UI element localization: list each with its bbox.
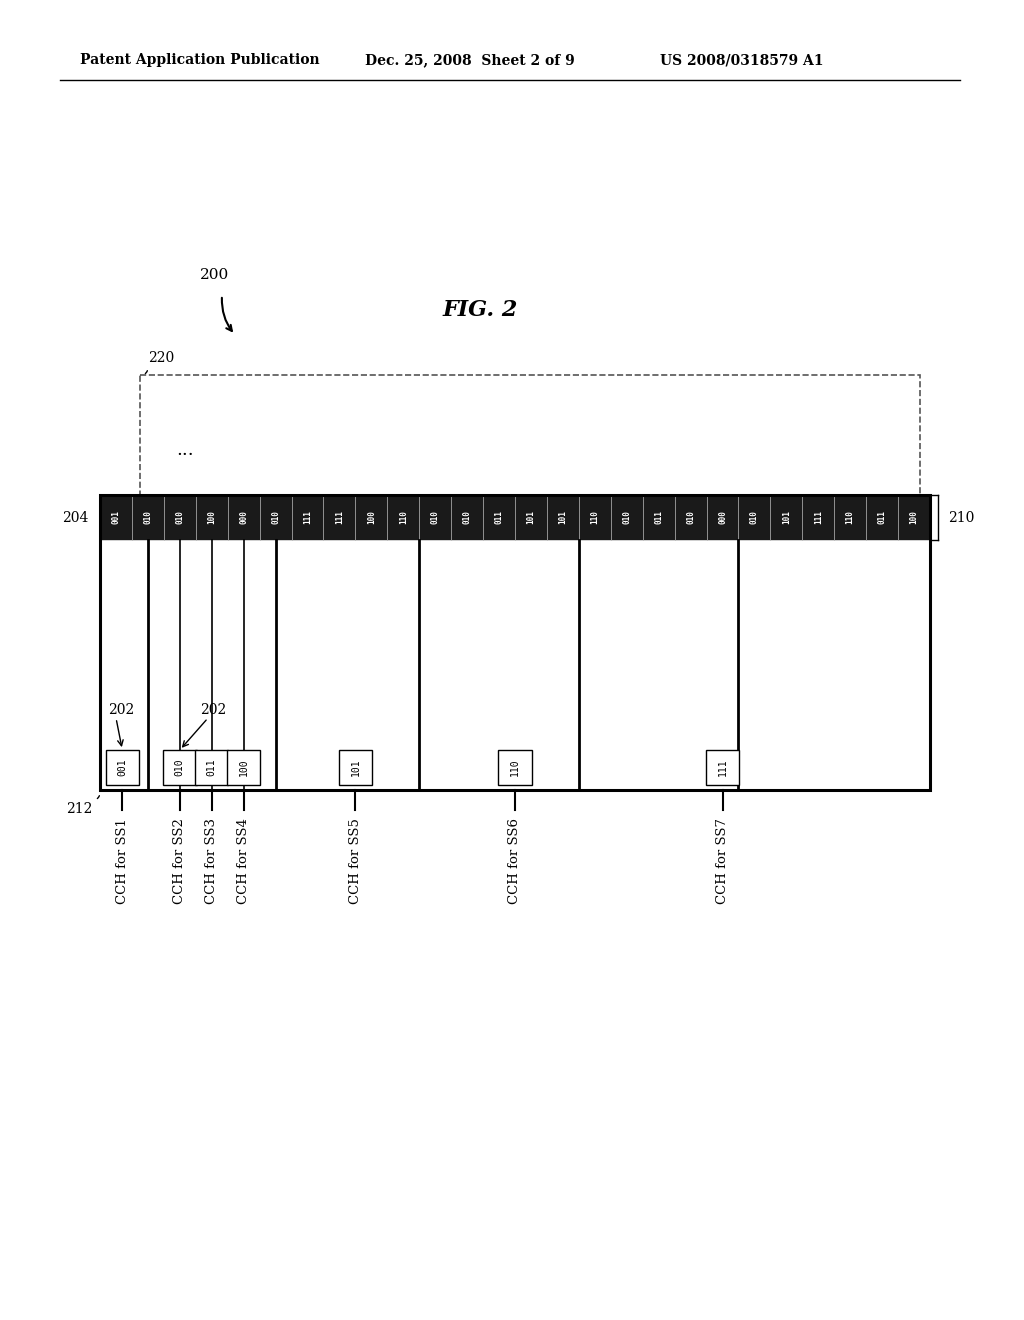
Text: 111: 111 — [303, 511, 312, 524]
Bar — [163, 750, 197, 785]
Bar — [452, 495, 483, 540]
Text: 000: 000 — [240, 511, 248, 524]
Text: 010: 010 — [463, 511, 472, 524]
Text: 200: 200 — [201, 268, 229, 282]
Bar — [643, 495, 675, 540]
Bar — [227, 750, 260, 785]
Bar — [339, 750, 372, 785]
Text: 000: 000 — [718, 511, 727, 524]
Text: 101: 101 — [350, 759, 360, 776]
Bar — [100, 495, 132, 540]
Bar — [387, 495, 419, 540]
Text: CCH for SS7: CCH for SS7 — [716, 818, 729, 904]
Text: 210: 210 — [948, 511, 975, 524]
Bar — [196, 495, 227, 540]
Text: ...: ... — [176, 441, 194, 459]
Text: 011: 011 — [495, 511, 504, 524]
Bar — [324, 495, 355, 540]
Bar — [195, 750, 228, 785]
Text: 010: 010 — [431, 511, 439, 524]
Text: 011: 011 — [207, 759, 217, 776]
Text: 011: 011 — [654, 511, 664, 524]
Bar — [355, 495, 387, 540]
Bar — [419, 495, 452, 540]
Bar — [105, 750, 139, 785]
Text: 204: 204 — [61, 511, 88, 524]
Text: 110: 110 — [398, 511, 408, 524]
Bar — [706, 750, 739, 785]
Text: FIG. 2: FIG. 2 — [442, 300, 518, 321]
Text: CCH for SS6: CCH for SS6 — [509, 818, 521, 904]
Bar — [132, 495, 164, 540]
Bar — [579, 495, 610, 540]
Bar — [140, 375, 920, 495]
Text: 100: 100 — [909, 511, 919, 524]
Bar — [292, 495, 324, 540]
Text: 010: 010 — [686, 511, 695, 524]
Text: 202: 202 — [200, 704, 226, 717]
Bar — [515, 495, 547, 540]
Text: 011: 011 — [878, 511, 887, 524]
Text: CCH for SS5: CCH for SS5 — [349, 818, 361, 904]
Bar — [100, 495, 930, 789]
Text: 010: 010 — [271, 511, 281, 524]
Text: 100: 100 — [207, 511, 216, 524]
Text: 010: 010 — [175, 759, 184, 776]
Bar — [866, 495, 898, 540]
Text: 110: 110 — [590, 511, 599, 524]
Bar — [100, 495, 930, 540]
Text: CCH for SS3: CCH for SS3 — [205, 818, 218, 904]
Bar — [898, 495, 930, 540]
Bar — [803, 495, 835, 540]
Text: CCH for SS1: CCH for SS1 — [116, 818, 129, 904]
Text: 220: 220 — [148, 351, 174, 366]
Bar — [547, 495, 579, 540]
Bar — [227, 495, 260, 540]
Bar — [835, 495, 866, 540]
Text: US 2008/0318579 A1: US 2008/0318579 A1 — [660, 53, 823, 67]
Text: 101: 101 — [526, 511, 536, 524]
Bar — [707, 495, 738, 540]
Text: 010: 010 — [623, 511, 631, 524]
Text: 010: 010 — [175, 511, 184, 524]
Text: 101: 101 — [782, 511, 791, 524]
Bar — [164, 495, 196, 540]
Bar — [770, 495, 803, 540]
Text: 110: 110 — [510, 759, 520, 776]
Text: 111: 111 — [814, 511, 822, 524]
Text: 001: 001 — [118, 759, 127, 776]
Text: CCH for SS4: CCH for SS4 — [238, 818, 250, 904]
Bar — [499, 750, 531, 785]
Text: 111: 111 — [718, 759, 727, 776]
Bar — [260, 495, 292, 540]
Bar — [100, 540, 930, 789]
Text: 010: 010 — [143, 511, 153, 524]
Text: 202: 202 — [108, 704, 134, 717]
Text: 111: 111 — [335, 511, 344, 524]
Bar — [738, 495, 770, 540]
Text: 101: 101 — [558, 511, 567, 524]
Text: 100: 100 — [239, 759, 249, 776]
Text: 212: 212 — [66, 803, 92, 816]
Bar — [610, 495, 643, 540]
Bar — [675, 495, 707, 540]
Text: 100: 100 — [367, 511, 376, 524]
Bar — [483, 495, 515, 540]
Text: 001: 001 — [112, 511, 121, 524]
Text: Patent Application Publication: Patent Application Publication — [80, 53, 319, 67]
Text: 010: 010 — [750, 511, 759, 524]
Text: 110: 110 — [846, 511, 855, 524]
Text: CCH for SS2: CCH for SS2 — [173, 818, 186, 904]
Text: Dec. 25, 2008  Sheet 2 of 9: Dec. 25, 2008 Sheet 2 of 9 — [365, 53, 574, 67]
